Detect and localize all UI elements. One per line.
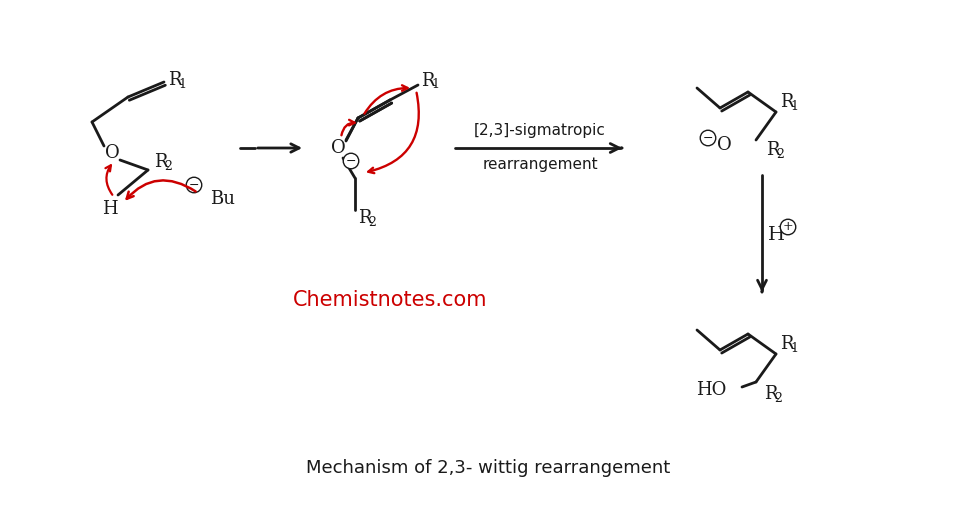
Text: 1: 1: [431, 78, 439, 92]
Text: 1: 1: [790, 342, 798, 354]
Text: O: O: [104, 144, 119, 162]
Text: Chemistnotes.com: Chemistnotes.com: [293, 290, 487, 310]
Text: 1: 1: [178, 77, 186, 91]
Text: +: +: [783, 221, 793, 233]
Text: Bu: Bu: [210, 190, 235, 208]
Text: H: H: [767, 226, 785, 244]
Text: −: −: [346, 155, 356, 167]
Text: O: O: [331, 139, 346, 157]
Text: R: R: [154, 153, 168, 171]
Text: −: −: [188, 179, 199, 191]
Text: R: R: [358, 209, 372, 227]
Text: H: H: [102, 200, 118, 218]
Text: 2: 2: [164, 160, 172, 173]
Text: [2,3]-sigmatropic: [2,3]-sigmatropic: [474, 122, 606, 138]
Text: −: −: [703, 132, 713, 144]
Text: Mechanism of 2,3- wittig rearrangement: Mechanism of 2,3- wittig rearrangement: [305, 459, 671, 477]
Text: R: R: [764, 385, 778, 403]
Text: 2: 2: [776, 147, 784, 160]
Text: O: O: [716, 136, 731, 154]
Text: R: R: [421, 72, 434, 90]
Text: HO: HO: [696, 381, 726, 399]
Text: rearrangement: rearrangement: [482, 157, 598, 172]
Text: R: R: [766, 141, 780, 159]
Text: 1: 1: [790, 99, 798, 113]
Text: R: R: [780, 335, 793, 353]
Text: 2: 2: [774, 392, 782, 404]
Text: R: R: [168, 71, 182, 89]
Text: 2: 2: [368, 216, 376, 228]
Text: R: R: [780, 93, 793, 111]
